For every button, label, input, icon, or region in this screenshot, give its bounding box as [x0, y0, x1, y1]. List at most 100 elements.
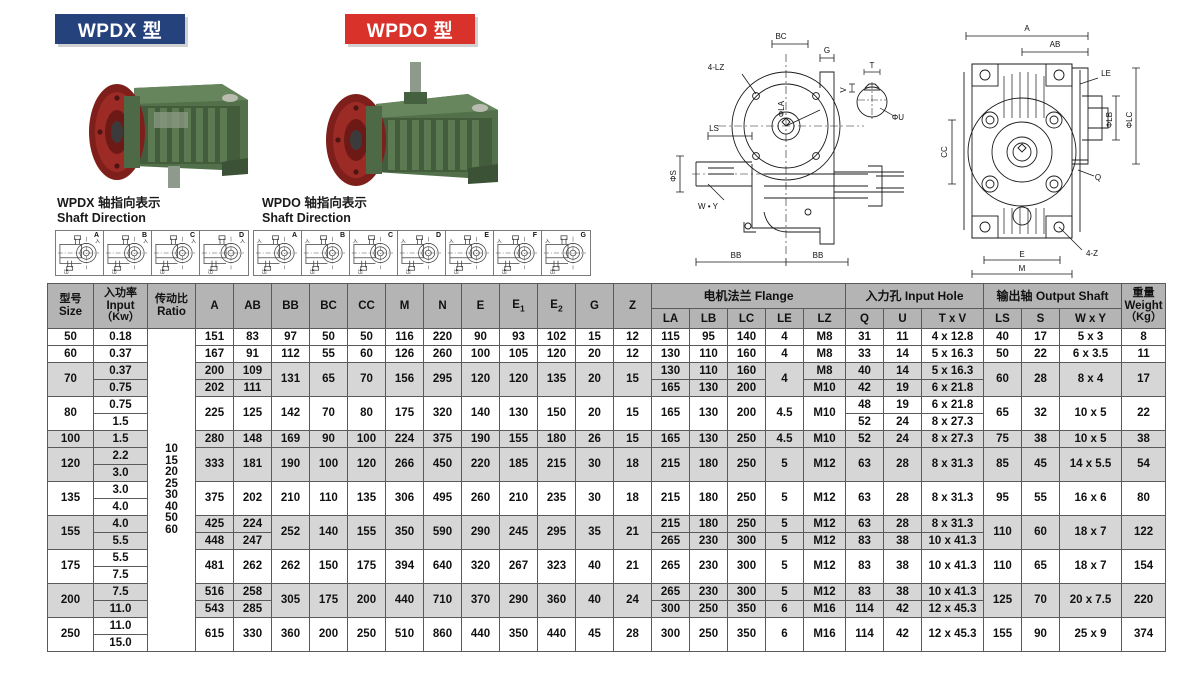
- cell-N: 320: [423, 396, 462, 431]
- th-BC: BC: [309, 283, 348, 329]
- label-4lz: 4-LZ: [708, 63, 725, 72]
- cell-E1: 350: [499, 617, 538, 652]
- cell-LC: 300: [727, 583, 766, 601]
- cell-BB: 97: [271, 328, 310, 346]
- cell-LB: 180: [689, 481, 728, 516]
- ratio-value: 25: [165, 477, 178, 490]
- cell-E2: 235: [537, 481, 576, 516]
- cell-LA: 165: [651, 430, 690, 448]
- cell-weight: 22: [1121, 396, 1167, 431]
- cell-WxY: 20 x 7.5: [1058, 583, 1123, 618]
- cell-U: 38: [883, 532, 922, 550]
- table-row: 50 0.18 10 15 20 25 30 40 50 60 151 83 97 50 50 116 220 9…: [47, 328, 1167, 652]
- svg-text:出: 出: [208, 268, 213, 275]
- svg-text:入: 入: [191, 239, 196, 245]
- cell-LZ: M10: [803, 396, 846, 431]
- cell-AB: 91: [233, 345, 272, 363]
- shaft-direction-letter: A: [291, 232, 297, 239]
- cell-size: 80: [47, 396, 94, 431]
- cell-BC: 110: [309, 481, 348, 516]
- th-U: U: [883, 308, 922, 329]
- th-LB: LB: [689, 308, 728, 329]
- ratio-value: 15: [165, 454, 178, 467]
- ratio-value: 60: [165, 523, 178, 536]
- cell-WxY: 16 x 6: [1058, 481, 1123, 516]
- cell-CC: 60: [347, 345, 386, 363]
- table-head: 型号 Size 入功率 Input （Kw） 传动比 Ratio A AB BB…: [47, 282, 1167, 329]
- cell-AB: 181: [233, 447, 272, 482]
- cell-TxV: 8 x 27.3: [921, 430, 984, 448]
- cell-A: 202: [195, 379, 234, 397]
- shaft-direction-caption-wpdx: WPDX 轴指向表示 Shaft Direction: [57, 196, 160, 226]
- cell-LE: 5: [765, 532, 804, 550]
- table-row: 175 5.5 481 262 262 150 175 394 640 320 267 323 40 21…: [47, 549, 1167, 584]
- svg-text:出: 出: [160, 268, 165, 275]
- cell-A: 167: [195, 345, 234, 363]
- th-weight: 重量 Weight （Kg）: [1121, 283, 1167, 329]
- cell-LS: 60: [983, 362, 1022, 397]
- cell-weight: 38: [1121, 430, 1167, 448]
- cell-LB: 130: [689, 396, 728, 431]
- cell-LZ: M12: [803, 447, 846, 482]
- cell-BB: 360: [271, 617, 310, 652]
- shaft-direction-letter: B: [339, 232, 345, 239]
- cell-U: 19: [883, 396, 922, 414]
- th-LS: LS: [983, 308, 1022, 329]
- cell-LS: 110: [983, 549, 1022, 584]
- cell-E: 440: [461, 617, 500, 652]
- svg-text:出: 出: [406, 268, 411, 275]
- cell-AB: 111: [233, 379, 272, 397]
- shaft-direction-cell-wpdo-c: 入 出 C: [350, 231, 398, 275]
- cell-E1: 130: [499, 396, 538, 431]
- cell-AB: 330: [233, 617, 272, 652]
- cell-U: 38: [883, 583, 922, 601]
- cell-Z: 18: [613, 447, 652, 482]
- th-BB: BB: [271, 283, 310, 329]
- cell-LB: 230: [689, 532, 728, 550]
- cell-U: 11: [883, 328, 922, 346]
- cell-AB: 247: [233, 532, 272, 550]
- cell-LS: 110: [983, 515, 1022, 550]
- cell-AB: 148: [233, 430, 272, 448]
- cell-LE: 4.5: [765, 430, 804, 448]
- cell-LB: 95: [689, 328, 728, 346]
- cell-S: 65: [1021, 549, 1060, 584]
- shaft-direction-cell-wpdx-d: 入 出 D: [200, 231, 248, 275]
- cell-WxY: 10 x 5: [1058, 430, 1123, 448]
- cell-CC: 70: [347, 362, 386, 397]
- cell-weight: 17: [1121, 362, 1167, 397]
- cell-M: 126: [385, 345, 424, 363]
- cell-M: 266: [385, 447, 424, 482]
- label-le: LE: [1101, 69, 1111, 78]
- cell-LZ: M8: [803, 362, 846, 380]
- cell-A: 333: [195, 447, 234, 482]
- cell-LE: 4: [765, 328, 804, 346]
- table-row: 100 1.5 280 148 169 90 100 224 375 190 155 180 26 15 1…: [47, 430, 1167, 448]
- cell-size: 175: [47, 549, 94, 584]
- label-q: Q: [1095, 173, 1101, 182]
- cell-Q: 52: [845, 413, 884, 431]
- cell-LE: 4.5: [765, 396, 804, 431]
- cell-BB: 262: [271, 549, 310, 584]
- cell-S: 70: [1021, 583, 1060, 618]
- cell-weight: 220: [1121, 583, 1167, 618]
- cell-LA: 300: [651, 617, 690, 652]
- cell-LB: 230: [689, 549, 728, 584]
- svg-text:出: 出: [310, 268, 315, 275]
- cell-LC: 250: [727, 430, 766, 448]
- th-S: S: [1021, 308, 1060, 329]
- svg-text:入: 入: [497, 239, 502, 245]
- cell-N: 450: [423, 447, 462, 482]
- cell-A: 543: [195, 600, 234, 618]
- cell-input-power: 1.5: [93, 430, 148, 448]
- cell-LC: 140: [727, 328, 766, 346]
- shaft-direction-cell-wpdx-c: 入 出 C: [152, 231, 200, 275]
- th-group-output-shaft: 输出轴 Output Shaft: [982, 282, 1123, 310]
- cell-S: 38: [1021, 430, 1060, 448]
- cell-TxV: 10 x 41.3: [921, 583, 984, 601]
- cell-G: 40: [575, 583, 614, 618]
- cell-BC: 70: [309, 396, 348, 431]
- cell-LA: 165: [651, 379, 690, 397]
- cell-AB: 224: [233, 515, 272, 533]
- cell-BB: 169: [271, 430, 310, 448]
